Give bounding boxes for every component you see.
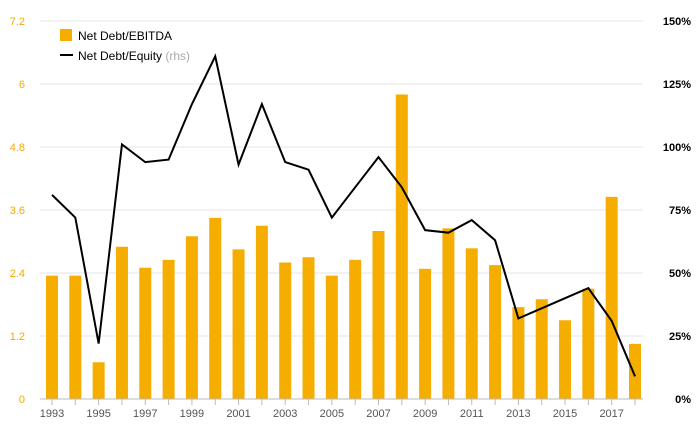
x-tick-label: 2007	[366, 408, 390, 420]
bar	[629, 343, 641, 399]
bar	[559, 320, 572, 399]
line-series	[51, 53, 636, 377]
legend-line-name: Net Debt/Equity	[78, 49, 162, 63]
left-axis-ticks: 0 1.2 2.4 3.6 4.8 6 7.2	[10, 16, 25, 406]
bar	[419, 268, 432, 399]
right-tick-label: 50%	[669, 268, 691, 280]
left-tick-label: 2.4	[10, 268, 25, 280]
net-debt-equity-line	[51, 53, 636, 377]
right-axis-ticks: 0% 25% 50% 75% 100% 125% 150%	[663, 16, 691, 406]
gridlines	[40, 20, 643, 337]
bar	[535, 299, 548, 399]
x-tick-label: 2013	[506, 408, 530, 420]
x-tick-label: 2001	[226, 408, 250, 420]
x-tick-label: 1995	[86, 408, 110, 420]
x-tick-label: 2009	[413, 408, 437, 420]
bar	[92, 362, 105, 399]
x-tick-label: 2003	[273, 408, 297, 420]
bar	[302, 257, 315, 399]
x-tick-label: 2005	[320, 408, 344, 420]
bar	[185, 236, 198, 399]
bar	[139, 267, 152, 399]
x-tick-label: 1993	[40, 408, 64, 420]
bar	[582, 288, 595, 399]
bar	[232, 249, 245, 399]
x-axis-ticks: 1993 1995 1997 1999 2001 2003 2005 2007 2009 2011…	[40, 399, 636, 420]
legend: Net Debt/EBITDA Net Debt/Equity (rhs)	[60, 29, 190, 63]
x-tick-label: 1997	[133, 408, 157, 420]
bar	[349, 259, 362, 399]
right-tick-label: 150%	[663, 16, 691, 28]
left-tick-label: 6	[19, 79, 25, 91]
bar	[489, 265, 502, 399]
bar	[372, 231, 385, 399]
left-tick-label: 7.2	[10, 16, 25, 28]
left-tick-label: 4.8	[10, 142, 25, 154]
right-tick-label: 125%	[663, 79, 691, 91]
bar	[162, 259, 175, 399]
x-tick-label: 2011	[460, 408, 484, 420]
bar	[465, 248, 478, 399]
right-tick-label: 25%	[669, 331, 691, 343]
bar	[46, 275, 58, 399]
bar	[605, 196, 618, 399]
bar	[325, 275, 338, 399]
bar	[255, 225, 268, 399]
bar	[442, 228, 455, 399]
bar	[115, 246, 128, 399]
left-tick-label: 1.2	[10, 331, 25, 343]
x-tick-label: 2017	[599, 408, 623, 420]
right-tick-label: 75%	[669, 205, 691, 217]
legend-bar-label: Net Debt/EBITDA	[78, 29, 172, 43]
legend-line-label: Net Debt/Equity (rhs)	[78, 49, 190, 63]
right-tick-label: 100%	[663, 142, 691, 154]
bar	[395, 94, 408, 399]
bar	[279, 262, 292, 399]
bar	[209, 217, 222, 399]
left-tick-label: 3.6	[10, 205, 25, 217]
bar	[512, 307, 525, 399]
x-tick-label: 2015	[553, 408, 577, 420]
legend-line-suffix: (rhs)	[165, 49, 190, 63]
x-tick-label: 1999	[180, 408, 204, 420]
bar-series	[46, 94, 641, 399]
bar	[69, 275, 82, 399]
left-tick-label: 0	[19, 394, 25, 406]
right-tick-label: 0%	[675, 394, 691, 406]
legend-bar-swatch	[60, 29, 72, 41]
